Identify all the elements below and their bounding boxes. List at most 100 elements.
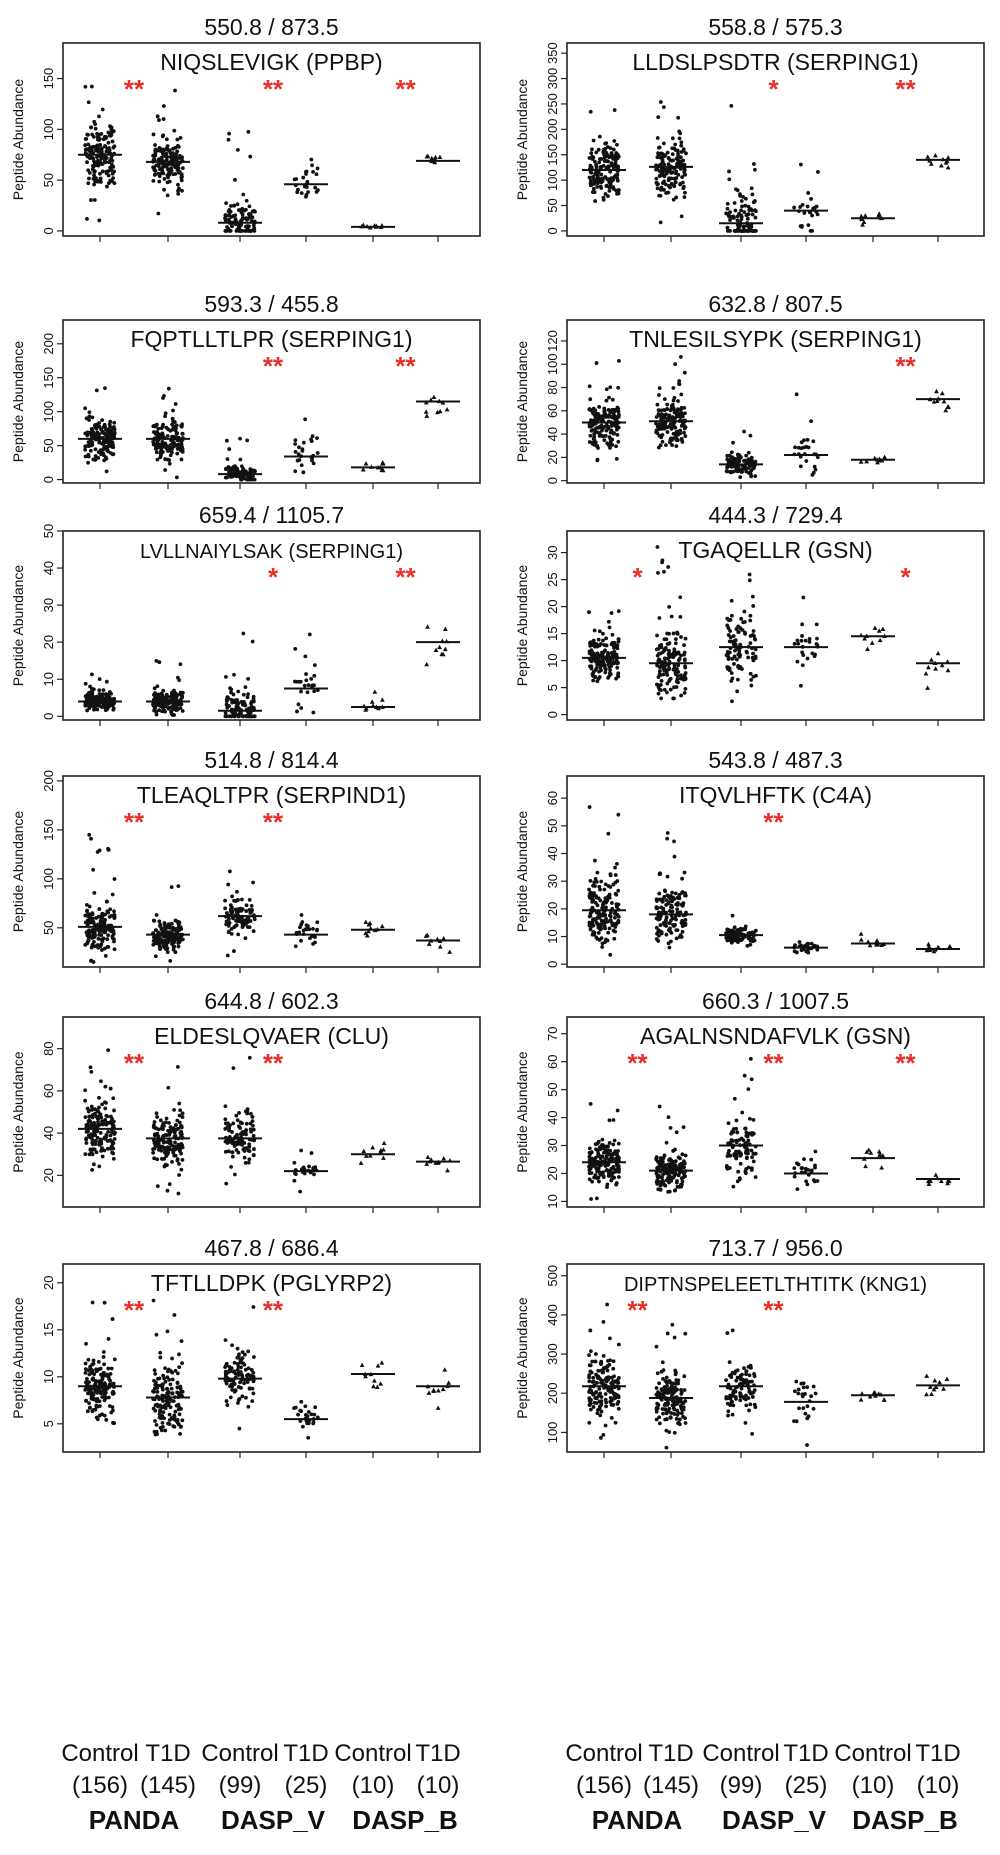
data-point xyxy=(595,184,600,189)
data-point xyxy=(96,455,101,460)
data-point xyxy=(680,929,685,934)
data-point xyxy=(806,223,811,227)
data-point xyxy=(752,634,756,638)
data-point xyxy=(152,1120,157,1124)
data-point xyxy=(88,145,93,150)
data-point xyxy=(96,1122,101,1127)
data-point xyxy=(600,945,605,949)
data-point xyxy=(612,1138,617,1143)
data-point xyxy=(613,159,618,164)
data-point xyxy=(167,1139,172,1144)
data-point xyxy=(95,163,100,168)
data-point xyxy=(178,662,183,667)
data-point xyxy=(112,420,117,425)
data-point xyxy=(111,1156,116,1161)
data-point xyxy=(607,188,612,193)
y-tick-label: 40 xyxy=(545,846,560,860)
data-point xyxy=(100,1395,105,1399)
data-point xyxy=(607,1141,612,1145)
data-point xyxy=(90,415,95,420)
data-point xyxy=(159,940,164,945)
data-point xyxy=(99,131,104,136)
data-point xyxy=(662,1153,667,1158)
data-point xyxy=(740,469,744,474)
data-point xyxy=(750,192,755,197)
data-point xyxy=(244,909,249,913)
data-point xyxy=(90,911,95,916)
data-point xyxy=(862,213,868,218)
data-point xyxy=(610,651,614,656)
chart-subtitle: ELDESLQVAER (CLU) xyxy=(154,1023,389,1049)
data-point xyxy=(744,453,749,458)
data-point xyxy=(230,905,234,910)
data-point xyxy=(679,392,684,397)
data-point xyxy=(934,398,940,404)
data-point xyxy=(656,691,661,696)
data-point xyxy=(84,1141,89,1145)
data-point xyxy=(863,1163,869,1169)
data-point xyxy=(99,148,103,152)
data-point xyxy=(596,930,601,935)
data-point xyxy=(735,188,740,193)
data-point xyxy=(599,912,604,917)
data-point xyxy=(729,450,734,455)
data-point xyxy=(680,1152,685,1157)
data-point xyxy=(594,1196,599,1201)
data-point xyxy=(661,187,666,192)
data-point xyxy=(224,674,228,679)
data-point xyxy=(664,915,669,920)
data-point xyxy=(101,1355,106,1359)
data-point xyxy=(425,153,431,159)
significance-marker: ** xyxy=(627,1048,648,1078)
data-point xyxy=(237,208,241,212)
data-point xyxy=(814,622,819,627)
data-point xyxy=(431,394,437,400)
data-point xyxy=(88,1405,92,1410)
data-point xyxy=(593,413,597,418)
data-point xyxy=(244,714,249,719)
y-tick-label: 20 xyxy=(41,1168,56,1182)
data-point xyxy=(671,398,676,403)
data-point xyxy=(179,457,184,462)
data-point xyxy=(733,229,738,233)
data-point xyxy=(736,1169,741,1174)
data-point xyxy=(608,146,613,151)
data-point xyxy=(662,923,667,927)
data-point xyxy=(667,945,672,950)
data-point xyxy=(743,926,748,931)
data-point xyxy=(160,705,165,710)
data-point xyxy=(105,444,110,449)
data-point xyxy=(105,899,109,904)
data-point xyxy=(247,897,252,902)
data-point xyxy=(608,445,612,450)
data-point xyxy=(665,690,669,695)
data-point xyxy=(93,126,98,131)
data-point xyxy=(607,895,612,900)
data-point xyxy=(665,150,670,155)
data-point xyxy=(157,179,162,184)
data-point xyxy=(858,931,864,936)
data-point xyxy=(678,415,683,420)
data-point xyxy=(245,695,250,700)
data-point xyxy=(680,876,685,881)
data-point xyxy=(800,634,804,638)
data-point xyxy=(175,1118,180,1123)
data-point xyxy=(609,611,614,615)
data-point xyxy=(612,431,617,435)
data-point xyxy=(682,169,687,174)
data-point xyxy=(180,1145,185,1150)
data-point xyxy=(658,173,663,178)
data-point xyxy=(91,697,96,702)
data-point xyxy=(84,1399,88,1403)
data-point xyxy=(227,207,232,212)
data-point xyxy=(738,192,742,197)
data-point xyxy=(91,164,96,169)
y-axis-label: Peptide Abundance xyxy=(10,811,26,933)
data-point xyxy=(742,429,746,434)
data-point xyxy=(655,931,659,936)
data-point xyxy=(806,1168,811,1172)
data-point xyxy=(655,431,660,436)
data-point xyxy=(111,1096,116,1101)
data-point xyxy=(679,673,683,678)
data-point xyxy=(682,870,687,875)
